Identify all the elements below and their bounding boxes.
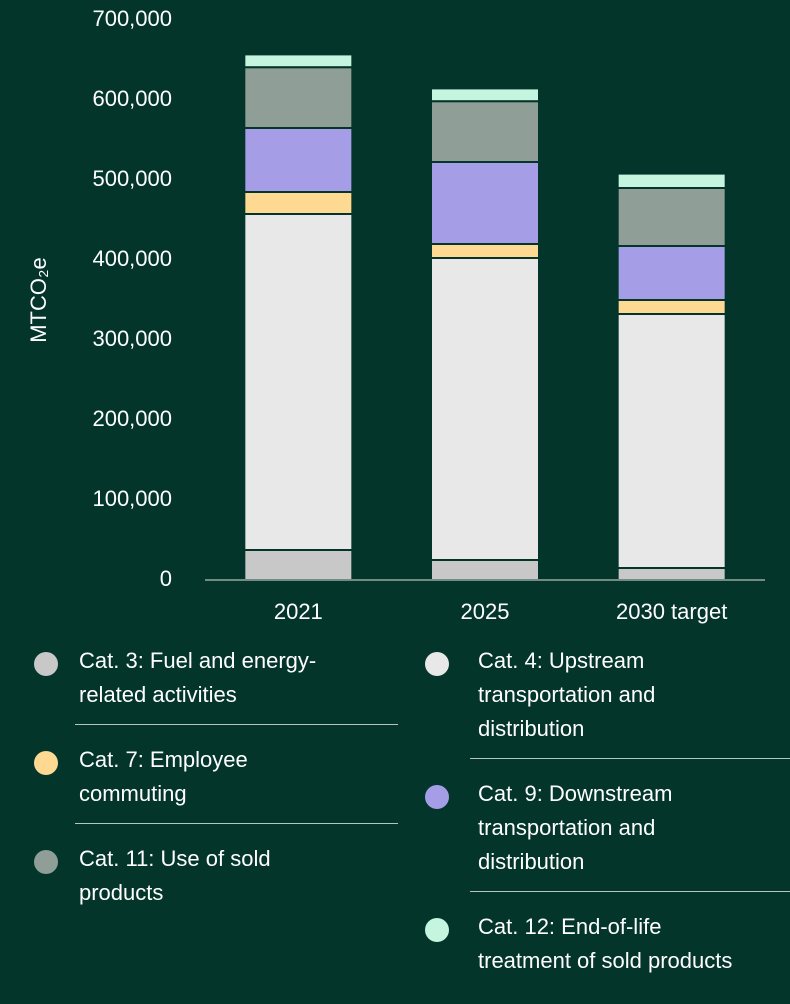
bar-segment [616,245,727,301]
legend-marker [34,850,58,874]
legend-label: Cat. 4: Upstream transportation and dist… [478,648,656,741]
legend-marker [425,652,449,676]
y-tick-label: 700,000 [92,6,172,31]
x-tick-label: 2021 [274,599,323,624]
y-tick-label: 500,000 [92,166,172,191]
legend: Cat. 3: Fuel and energy-related activiti… [0,640,790,991]
legend-item: Cat. 9: Downstream transportation and di… [425,773,790,892]
bar-segment [430,100,540,163]
bar-segment [430,243,540,259]
legend-label: Cat. 7: Employee commuting [79,747,248,806]
chart: MTCO₂e 0 100,000 200,000 300,000 400,000 500,… [26,6,765,624]
legend-item: Cat. 7: Employee commuting [34,739,398,824]
legend-label: Cat. 3: Fuel and energy-related activiti… [79,648,317,707]
legend-marker [425,785,449,809]
legend-column: Cat. 3: Fuel and energy-related activiti… [34,640,398,936]
bar-segment [430,87,540,103]
bar-segment [616,299,727,315]
bar-segment [243,213,354,551]
y-tick-label: 400,000 [92,246,172,271]
y-tick-label: 200,000 [92,406,172,431]
y-tick-label: 0 [160,566,172,591]
legend-item: Cat. 11: Use of sold products [34,838,398,922]
legend-item: Cat. 12: End-of-life treatment of sold p… [425,906,790,990]
bar-segment [430,559,540,581]
bar-segment [243,549,354,581]
bar-segment [243,127,354,193]
bar-segment [243,66,354,129]
legend-marker [34,652,58,676]
x-tick-label: 2025 [461,599,510,624]
bar-segment [243,191,354,215]
legend-item: Cat. 4: Upstream transportation and dist… [425,640,790,759]
legend-item: Cat. 3: Fuel and energy-related activiti… [34,640,398,725]
y-tick-label: 100,000 [92,486,172,511]
legend-label: Cat. 11: Use of sold products [79,846,271,905]
y-tick-label: 300,000 [92,326,172,351]
y-axis-label: MTCO₂e [26,257,51,343]
bar-segment [616,187,727,247]
legend-marker [34,751,58,775]
legend-label: Cat. 9: Downstream transportation and di… [478,781,673,874]
bar-segment [616,313,727,569]
bar-segment [430,257,540,561]
legend-label: Cat. 12: End-of-life treatment of sold p… [478,914,733,973]
bar-segment [616,172,727,190]
legend-marker [425,918,449,942]
bar-segment [616,567,727,581]
legend-column: Cat. 4: Upstream transportation and dist… [425,640,790,1004]
bar-segment [243,53,354,69]
bar-segment [430,161,540,245]
y-tick-label: 600,000 [92,86,172,111]
x-tick-label: 2030 target [616,599,727,624]
